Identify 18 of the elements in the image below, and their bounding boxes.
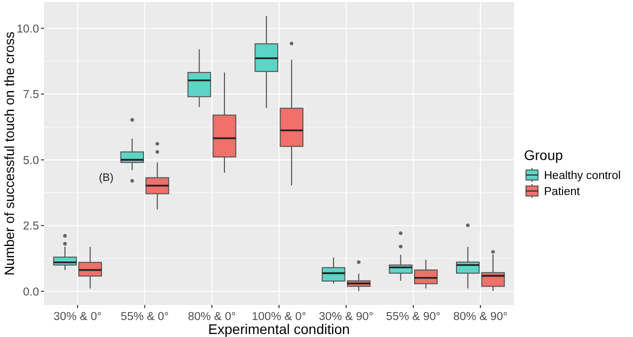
x-tick-label: 55% & 90° xyxy=(386,311,441,323)
y-tick-label: 5.0 xyxy=(23,154,39,167)
y-axis-title: Number of successful touch on the cross xyxy=(2,31,17,276)
legend-label: Healthy control xyxy=(544,170,621,182)
y-tick-label: 7.5 xyxy=(23,89,39,102)
x-axis-title: Experimental condition xyxy=(208,321,350,337)
y-tick-label: 10.0 xyxy=(16,23,39,36)
annotation: (B) xyxy=(98,172,114,184)
x-tick-label: 100% & 0° xyxy=(252,311,306,323)
x-tick-label: 30% & 90° xyxy=(318,311,374,323)
x-tick-label: 80% & 0° xyxy=(188,311,236,323)
x-tick-label: 30% & 0° xyxy=(54,311,102,323)
x-tick-label: 55% & 0° xyxy=(120,311,169,323)
x-tick-label: 80% & 90° xyxy=(453,311,508,323)
y-tick-label: 2.5 xyxy=(23,220,39,233)
legend-label: Patient xyxy=(544,186,581,198)
legend-title: Group xyxy=(524,147,564,163)
y-tick-label: 0.0 xyxy=(23,286,39,298)
